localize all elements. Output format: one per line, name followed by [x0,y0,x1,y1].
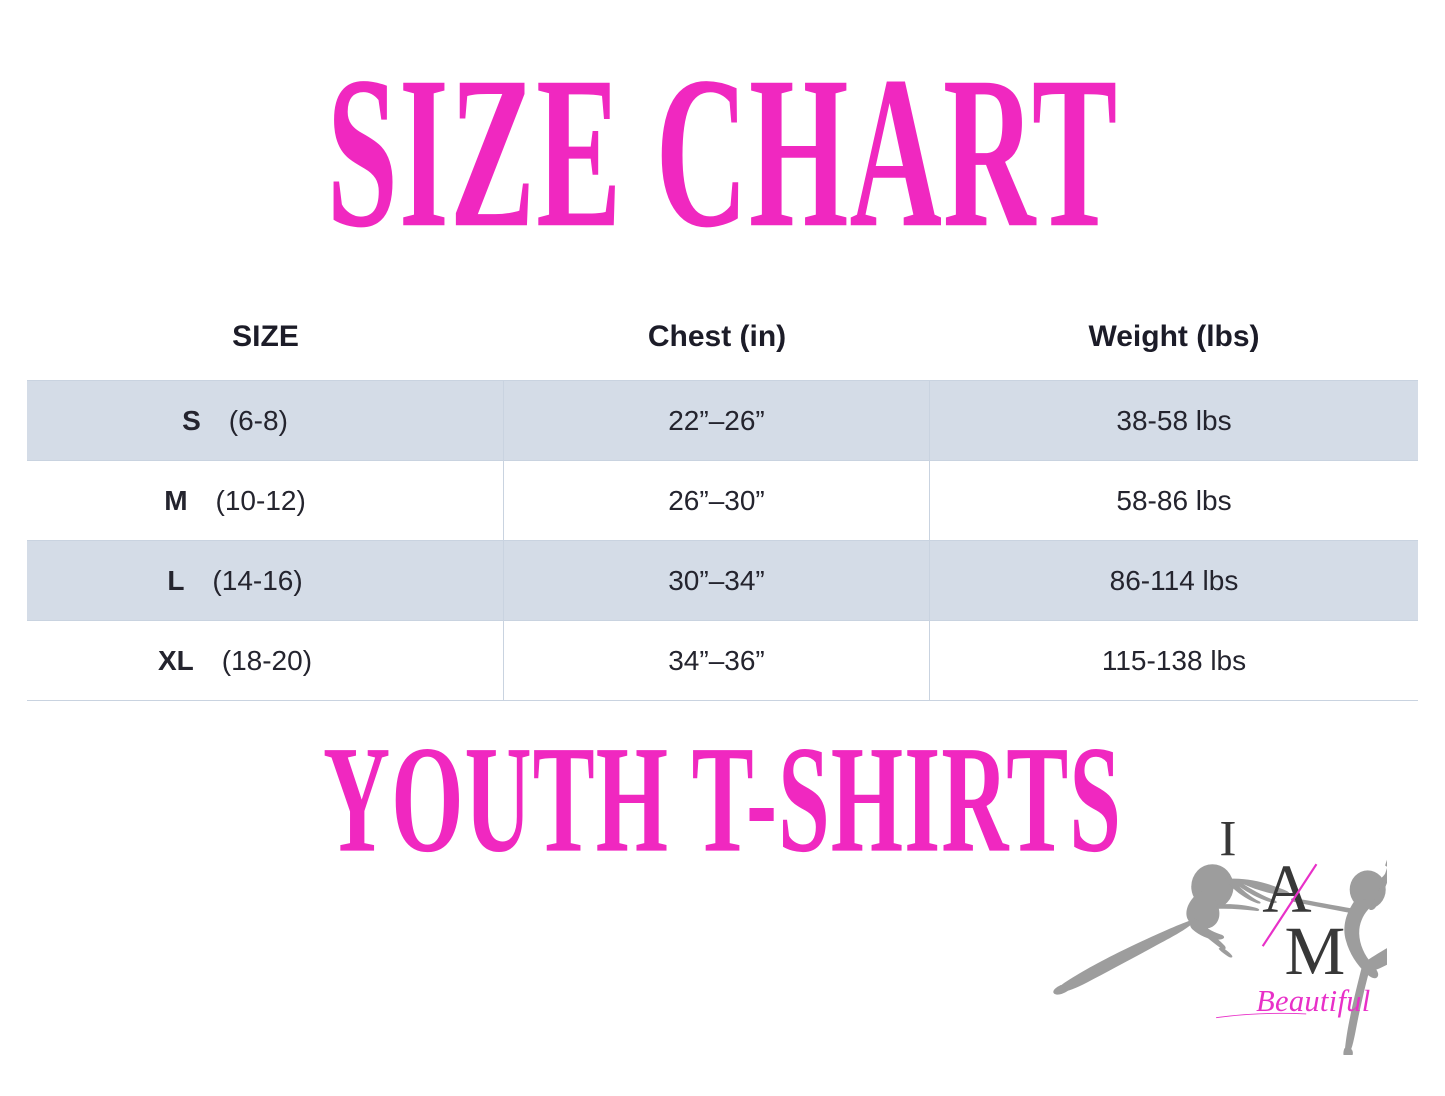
svg-text:Beautiful: Beautiful [1256,984,1370,1018]
svg-text:M: M [1285,913,1346,989]
